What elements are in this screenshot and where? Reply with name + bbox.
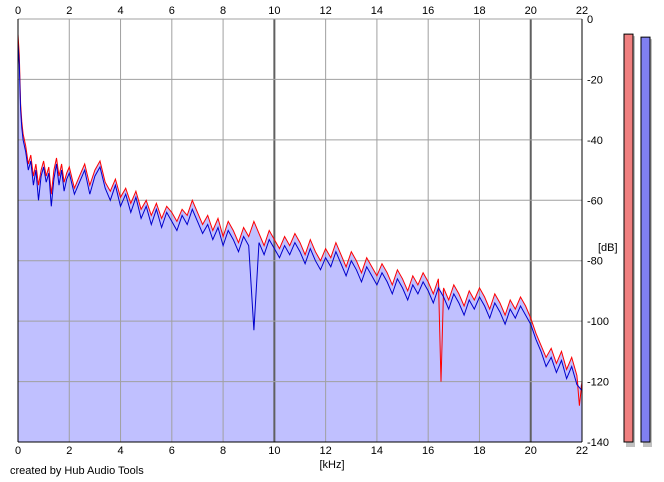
y-axis-label: [dB]	[598, 242, 618, 254]
x-tick-label: 14	[371, 445, 383, 457]
x-tick-label: 10	[268, 445, 280, 457]
y-tick-label: -80	[587, 256, 603, 268]
x-tick-label: 16	[422, 445, 434, 457]
x-tick-label: 6	[169, 445, 175, 457]
x-tick-labels-top: 0 2 4 6 8 10 12 14 16 18 20 22	[15, 5, 588, 17]
y-tick-label: -140	[587, 437, 609, 449]
credit-text: created by Hub Audio Tools	[10, 465, 144, 477]
level-meters	[623, 33, 652, 447]
y-tick-label: -120	[587, 377, 609, 389]
series-layer	[17, 34, 583, 406]
x-tick-label: 4	[117, 445, 123, 457]
x-tick-label-top: 0	[15, 5, 21, 17]
spectrum-fill-layer	[18, 34, 582, 442]
y-tick-label: -100	[587, 316, 609, 328]
x-tick-label-top: 10	[268, 5, 280, 17]
y-tick-labels: 0 -20 -40 -60 -80 -100 -120 -140	[587, 14, 609, 449]
y-tick-label: -20	[587, 74, 603, 86]
x-tick-label: 22	[576, 445, 588, 457]
x-tick-label: 2	[66, 445, 72, 457]
x-tick-label: 12	[320, 445, 332, 457]
x-tick-label-top: 4	[117, 5, 123, 17]
x-tick-label: 20	[525, 445, 537, 457]
y-tick-label: -40	[587, 135, 603, 147]
x-tick-labels-bottom: 0 2 4 6 8 10 12 14 16 18 20 22	[15, 445, 588, 457]
meter-bar-right	[640, 36, 651, 443]
plot-frame-layer	[17, 19, 583, 443]
x-tick-label-top: 14	[371, 5, 383, 17]
y-tick-label: -60	[587, 195, 603, 207]
x-tick-label-top: 20	[525, 5, 537, 17]
x-tick-label-top: 22	[576, 5, 588, 17]
x-tick-label: 18	[473, 445, 485, 457]
x-axis-label: [kHz]	[319, 459, 344, 471]
x-tick-label: 0	[15, 445, 21, 457]
x-tick-label-top: 12	[320, 5, 332, 17]
x-tick-label-top: 18	[473, 5, 485, 17]
meter-bar-left	[623, 33, 634, 443]
x-tick-label: 8	[220, 445, 226, 457]
series-line-blue	[17, 43, 583, 391]
x-tick-label-top: 6	[169, 5, 175, 17]
x-tick-label-top: 16	[422, 5, 434, 17]
series-line-red	[17, 34, 583, 406]
x-tick-label-top: 8	[220, 5, 226, 17]
spectrum-area-fill	[18, 34, 582, 442]
x-tick-label-top: 2	[66, 5, 72, 17]
y-tick-label: 0	[587, 14, 593, 26]
